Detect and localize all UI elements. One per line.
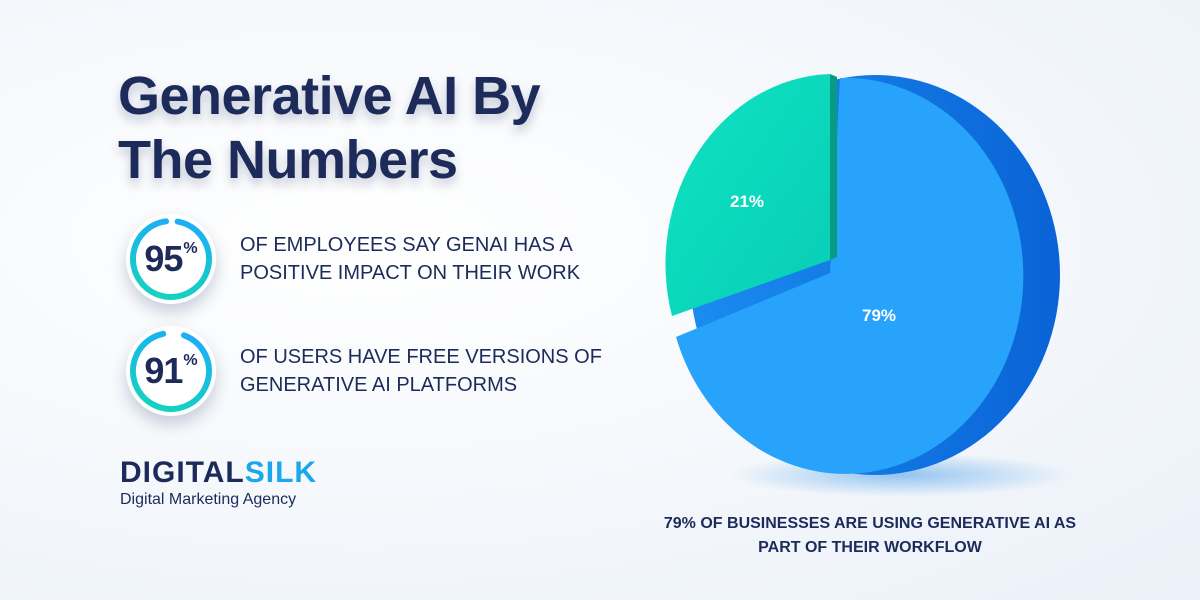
stat-unit: %: [183, 352, 198, 369]
logo-digital: DIGITAL: [120, 456, 245, 489]
progress-ring-95: 95 %: [126, 214, 216, 304]
page-title: Generative AI By The Numbers: [118, 64, 541, 192]
slice-label-79: 79%: [862, 306, 897, 325]
digitalsilk-logo: DIGITALSILK Digital Marketing Agency: [120, 457, 317, 509]
title-line-2: The Numbers: [118, 130, 458, 190]
stat-unit: %: [183, 240, 198, 257]
ring-arc-icon: [130, 218, 212, 300]
stat-value: 91: [144, 350, 183, 391]
slice-label-21: 21%: [730, 192, 765, 211]
progress-ring-91: 91 %: [126, 326, 216, 416]
pie-chart-graphic: [665, 74, 1070, 497]
chart-caption: 79% OF BUSINESSES ARE USING GENERATIVE A…: [663, 515, 1077, 556]
stat-users: 91 % OF USERS HAVE FREE VERSIONS OF GENE…: [126, 326, 620, 416]
ring-arc-icon: [130, 330, 212, 412]
stat-employees: 95 % OF EMPLOYEES SAY GENAI HAS A POSITI…: [126, 214, 620, 304]
stat-description: OF EMPLOYEES SAY GENAI HAS A POSITIVE IM…: [240, 234, 581, 284]
title-line-1: Generative AI By: [118, 66, 541, 126]
stat-description: OF USERS HAVE FREE VERSIONS OF GENERATIV…: [240, 346, 602, 396]
pie-chart: 21% 79%: [640, 60, 1100, 510]
stat-value: 95: [144, 238, 183, 279]
logo-tagline: Digital Marketing Agency: [120, 491, 297, 508]
logo-silk: SILK: [244, 456, 318, 489]
